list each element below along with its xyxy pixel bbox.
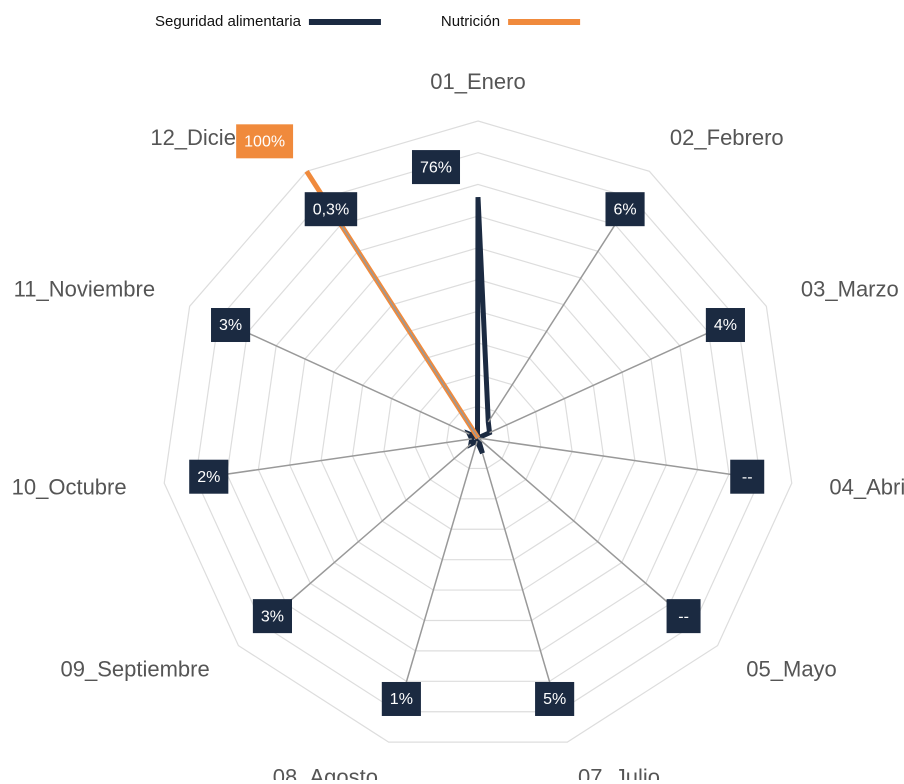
leader-line: [208, 438, 472, 478]
grid-ring: [289, 247, 667, 622]
grid-ring: [446, 405, 510, 470]
leader-line: [477, 437, 748, 478]
grid-ring: [320, 278, 636, 591]
value-label: 100%: [244, 134, 285, 151]
value-label: 4%: [714, 317, 737, 334]
grid-ring: [194, 152, 762, 713]
category-label: 11_Noviembre: [14, 276, 155, 301]
leader-line: [230, 324, 470, 435]
category-label: 04_Abril: [829, 474, 904, 499]
value-label: 2%: [197, 469, 220, 486]
grid-ring: [163, 120, 793, 743]
value-label: 0,3%: [313, 201, 349, 218]
value-label: 6%: [613, 201, 636, 218]
grid-ring: [257, 215, 699, 652]
leader-line: [330, 208, 479, 438]
value-label-box: [535, 681, 575, 716]
value-label-box: [304, 192, 358, 227]
grid-ring: [351, 310, 605, 561]
category-label: 03_Marzo: [801, 276, 899, 301]
category-label: 05_Mayo: [746, 656, 837, 681]
value-label-box: [381, 681, 421, 716]
category-label: 10_Octubre: [12, 474, 127, 499]
leader-line: [477, 437, 685, 617]
series-line: [464, 196, 493, 455]
leader-line: [487, 208, 626, 423]
category-label: 02_Febrero: [670, 125, 784, 150]
value-label-box: [705, 308, 745, 343]
category-label: 01_Enero: [430, 69, 525, 94]
legend-label: Seguridad alimentaria: [155, 13, 302, 30]
value-label-box: [236, 124, 294, 159]
value-label-box: [211, 308, 251, 343]
value-label-box: [666, 599, 701, 634]
category-label: 09_Septiembre: [60, 656, 209, 681]
value-label: 5%: [543, 691, 566, 708]
category-label: 08_Agosto: [273, 764, 378, 780]
value-label: 76%: [420, 159, 452, 176]
value-label: 3%: [219, 317, 242, 334]
value-label: --: [742, 469, 753, 486]
value-label: --: [678, 608, 689, 625]
value-label: 1%: [390, 691, 413, 708]
leader-line: [481, 452, 556, 700]
value-label: 3%: [261, 608, 284, 625]
leader-line: [400, 440, 478, 700]
leader-line: [489, 324, 726, 434]
category-label: 07_Julio: [578, 764, 660, 780]
grid-ring: [383, 342, 573, 530]
value-label-box: [605, 192, 645, 227]
value-label-box: [730, 459, 765, 494]
value-label-box: [189, 459, 229, 494]
value-label-box: [252, 599, 292, 634]
grid-ring: [414, 373, 542, 500]
legend-label: Nutrición: [441, 13, 500, 30]
leader-line: [271, 443, 472, 617]
grid-ring: [226, 183, 730, 682]
value-label-box: [411, 150, 461, 185]
